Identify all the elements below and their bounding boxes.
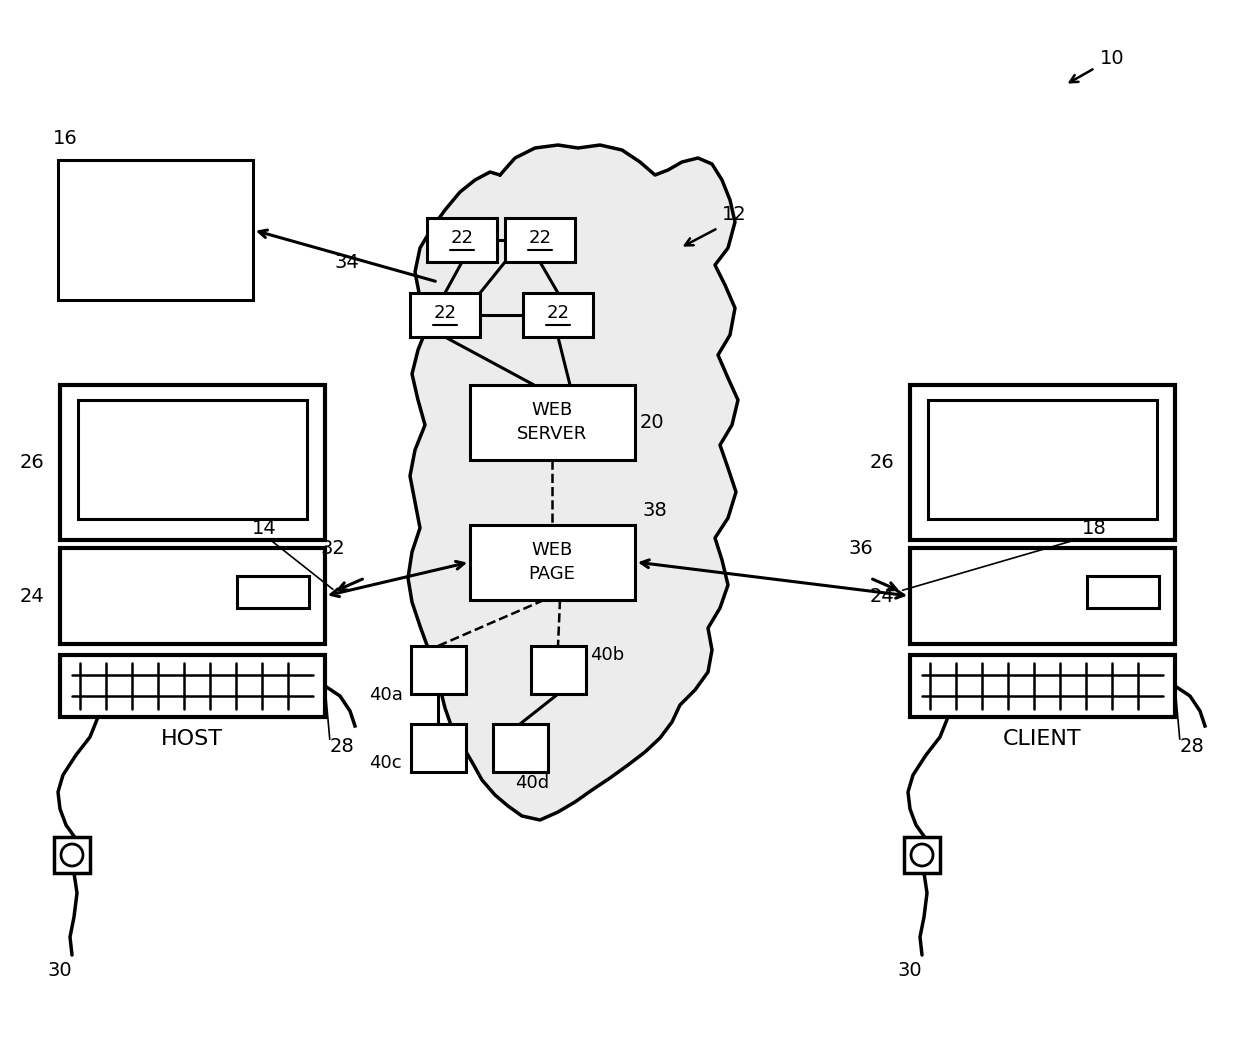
Text: 40b: 40b xyxy=(590,646,624,664)
Bar xyxy=(523,293,593,337)
Bar xyxy=(60,655,325,717)
Bar xyxy=(470,385,635,460)
Text: 28: 28 xyxy=(1180,737,1205,756)
Bar xyxy=(410,293,480,337)
Text: 16: 16 xyxy=(53,129,78,148)
Bar xyxy=(427,218,497,262)
Bar xyxy=(55,837,91,873)
Text: 40a: 40a xyxy=(370,686,403,704)
Text: 40d: 40d xyxy=(515,774,549,792)
Bar xyxy=(910,655,1176,717)
Bar xyxy=(410,724,466,772)
Text: 32: 32 xyxy=(320,539,345,558)
Text: WEB: WEB xyxy=(532,541,573,559)
Bar xyxy=(58,161,253,300)
Bar xyxy=(60,548,325,644)
Bar xyxy=(910,385,1176,540)
Text: 12: 12 xyxy=(722,206,746,225)
Text: 28: 28 xyxy=(330,737,355,756)
Text: SERVER: SERVER xyxy=(517,425,587,444)
Bar xyxy=(78,400,308,518)
Bar xyxy=(470,525,635,600)
Text: 26: 26 xyxy=(870,453,895,471)
Text: 24: 24 xyxy=(20,586,45,605)
Text: 34: 34 xyxy=(335,252,360,271)
Text: 26: 26 xyxy=(20,453,45,471)
Bar xyxy=(410,646,466,694)
Polygon shape xyxy=(408,145,738,821)
Text: 40c: 40c xyxy=(370,754,402,772)
Text: 24: 24 xyxy=(870,586,895,605)
Text: 22: 22 xyxy=(450,229,474,247)
Text: 18: 18 xyxy=(1083,518,1107,538)
Bar xyxy=(494,724,548,772)
Bar xyxy=(505,218,575,262)
Text: 22: 22 xyxy=(434,304,456,322)
Bar xyxy=(928,400,1157,518)
Bar xyxy=(237,576,309,608)
Text: WEB: WEB xyxy=(532,401,573,419)
Text: 30: 30 xyxy=(898,961,923,980)
Text: 14: 14 xyxy=(252,518,277,538)
Text: 10: 10 xyxy=(1100,49,1125,68)
Text: 30: 30 xyxy=(47,961,72,980)
Bar xyxy=(1087,576,1159,608)
Text: 22: 22 xyxy=(528,229,552,247)
Text: CLIENT: CLIENT xyxy=(1003,729,1081,749)
Circle shape xyxy=(61,844,83,866)
Text: 20: 20 xyxy=(640,413,665,432)
Bar xyxy=(531,646,587,694)
Text: PAGE: PAGE xyxy=(528,565,575,583)
Bar xyxy=(904,837,940,873)
Bar xyxy=(910,548,1176,644)
Text: 38: 38 xyxy=(644,501,668,520)
Text: HOST: HOST xyxy=(161,729,223,749)
Bar xyxy=(60,385,325,540)
Circle shape xyxy=(911,844,932,866)
Text: 22: 22 xyxy=(547,304,569,322)
Text: 36: 36 xyxy=(848,539,873,558)
